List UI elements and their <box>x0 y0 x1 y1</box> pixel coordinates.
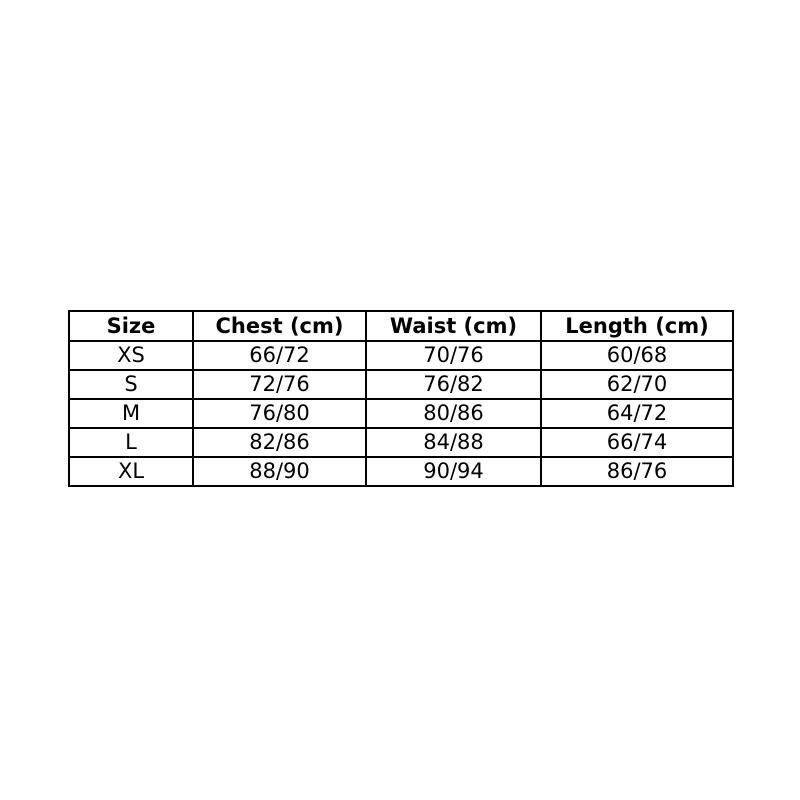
chest-cell: 88/90 <box>192 456 367 487</box>
size-cell: XL <box>68 456 194 487</box>
waist-cell: 76/82 <box>365 369 542 400</box>
chest-cell: 76/80 <box>192 398 367 429</box>
size-cell: S <box>68 369 194 400</box>
waist-cell: 84/88 <box>365 427 542 458</box>
table-row-m: M 76/80 80/86 64/72 <box>68 398 734 429</box>
length-cell: 60/68 <box>540 340 734 371</box>
column-header-chest: Chest (cm) <box>192 310 367 342</box>
size-cell: XS <box>68 340 194 371</box>
chest-cell: 66/72 <box>192 340 367 371</box>
header-row: Size Chest (cm) Waist (cm) Length (cm) <box>68 310 734 342</box>
column-header-length: Length (cm) <box>540 310 734 342</box>
chest-cell: 82/86 <box>192 427 367 458</box>
length-cell: 86/76 <box>540 456 734 487</box>
size-chart-table: Size Chest (cm) Waist (cm) Length (cm) X… <box>68 310 734 487</box>
length-cell: 66/74 <box>540 427 734 458</box>
length-cell: 62/70 <box>540 369 734 400</box>
size-chart-header: Size Chest (cm) Waist (cm) Length (cm) <box>68 310 734 342</box>
chest-cell: 72/76 <box>192 369 367 400</box>
table-row-l: L 82/86 84/88 66/74 <box>68 427 734 458</box>
column-header-size: Size <box>68 310 194 342</box>
table-row-xl: XL 88/90 90/94 86/76 <box>68 456 734 487</box>
column-header-waist: Waist (cm) <box>365 310 542 342</box>
size-cell: L <box>68 427 194 458</box>
length-cell: 64/72 <box>540 398 734 429</box>
waist-cell: 70/76 <box>365 340 542 371</box>
waist-cell: 80/86 <box>365 398 542 429</box>
waist-cell: 90/94 <box>365 456 542 487</box>
size-cell: M <box>68 398 194 429</box>
size-chart-body: XS 66/72 70/76 60/68 S 72/76 76/82 62/70… <box>68 340 734 487</box>
table-row-xs: XS 66/72 70/76 60/68 <box>68 340 734 371</box>
table-row-s: S 72/76 76/82 62/70 <box>68 369 734 400</box>
